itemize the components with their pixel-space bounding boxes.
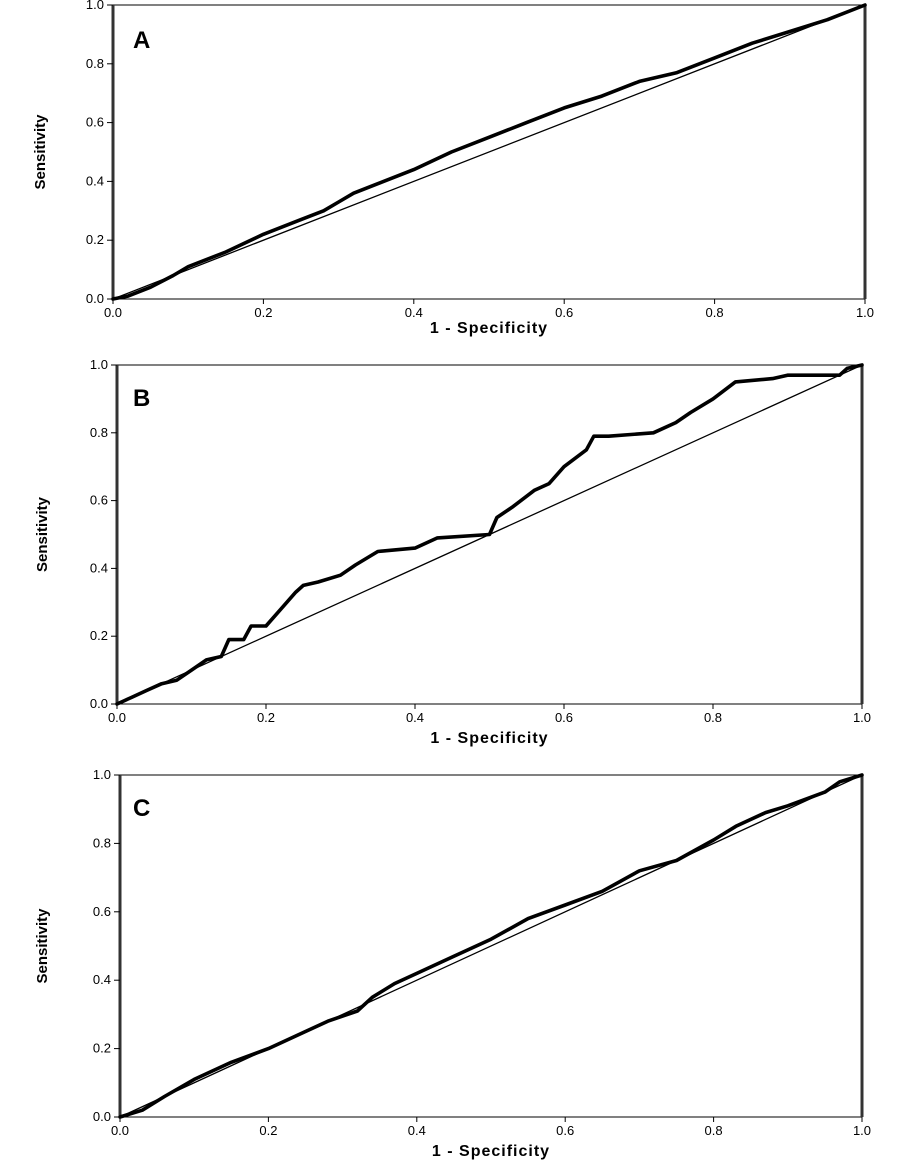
reference-diagonal-line [119,774,863,1118]
y-tick-label: 0.0 [93,1109,111,1124]
y-tick-label: 0.0 [86,291,104,306]
x-tick-label: 0.0 [104,305,122,320]
x-axis-label: 1 - Specificity [430,320,548,337]
x-tick-label: 0.6 [555,305,573,320]
y-tick-label: 0.8 [93,835,111,850]
roc-curve-line [111,3,867,301]
y-tick-label: 0.4 [93,972,111,987]
y-tick-label: 0.6 [90,493,108,508]
roc-panel-b: 0.0 0.2 0.4 0.6 0.8 1.0 0.0 0.2 0.4 0.6 0.8 1.0 1 - … [34,357,871,747]
x-tick-label: 1.0 [853,710,871,725]
x-tick-label: 0.6 [556,1123,574,1138]
y-axis-label: Sensitivity [32,114,49,190]
reference-diagonal-line [112,4,866,300]
roc-panel-c: 0.0 0.2 0.4 0.6 0.8 1.0 0.0 0.2 0.4 0.6 0.8 1.0 1 - … [34,767,871,1160]
panel-letter: C [133,795,150,822]
x-tick-label: 0.0 [108,710,126,725]
y-tick-label: 0.4 [86,173,104,188]
x-axis-label: 1 - Specificity [432,1143,550,1160]
x-tick-label: 0.2 [254,305,272,320]
y-tick-label: 0.4 [90,560,108,575]
y-tick-label: 0.6 [93,904,111,919]
y-tick-label: 0.8 [90,425,108,440]
panel-letter: A [133,27,150,54]
roc-panel-a: 0.0 0.2 0.4 0.6 0.8 1.0 0.0 0.2 0.4 0.6 0.8 1.0 1 - … [32,0,874,337]
reference-diagonal-line [116,364,863,705]
roc-curve-line [118,773,864,1119]
x-tick-label: 0.4 [408,1123,426,1138]
x-tick-label: 1.0 [853,1123,871,1138]
y-tick-label: 0.6 [86,115,104,130]
y-tick-label: 1.0 [90,357,108,372]
x-tick-label: 0.8 [705,1123,723,1138]
y-tick-label: 1.0 [86,0,104,12]
y-tick-label: 0.2 [86,232,104,247]
y-tick-label: 0.2 [93,1041,111,1056]
x-tick-label: 0.8 [704,710,722,725]
roc-curve-line [115,363,864,706]
y-axis-label: Sensitivity [34,908,51,984]
x-axis-label: 1 - Specificity [430,730,548,747]
x-tick-label: 0.2 [257,710,275,725]
y-tick-label: 0.2 [90,628,108,643]
x-tick-label: 0.0 [111,1123,129,1138]
x-tick-label: 0.4 [406,710,424,725]
x-tick-label: 0.4 [405,305,423,320]
y-tick-label: 0.0 [90,696,108,711]
panel-letter: B [133,385,150,412]
y-tick-label: 0.8 [86,56,104,71]
x-tick-label: 0.8 [706,305,724,320]
y-axis-label: Sensitivity [34,496,51,572]
x-tick-label: 0.6 [555,710,573,725]
x-tick-label: 0.2 [259,1123,277,1138]
y-tick-label: 1.0 [93,767,111,782]
x-tick-label: 1.0 [856,305,874,320]
